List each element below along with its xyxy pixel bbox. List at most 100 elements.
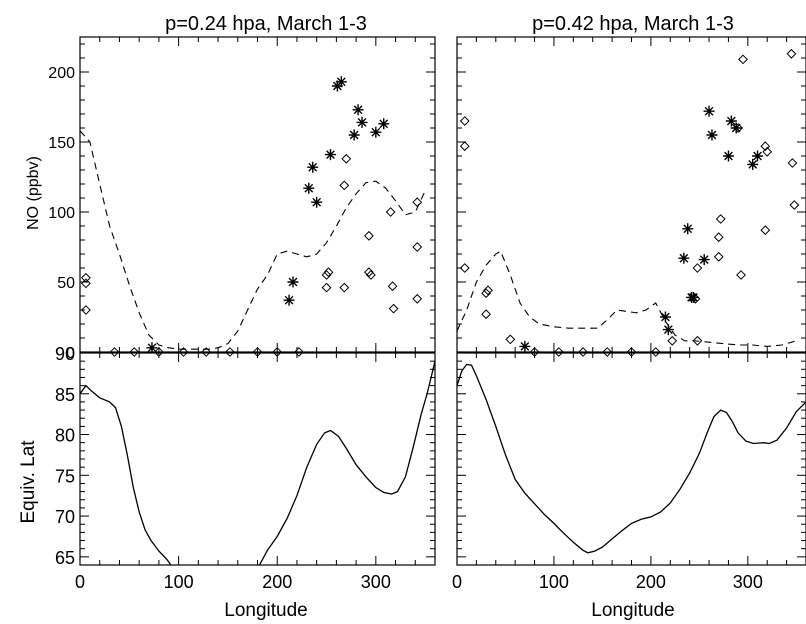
star-point xyxy=(730,122,742,134)
plot-area xyxy=(457,363,806,554)
diamond-point xyxy=(388,303,399,314)
x-tick-label: 200 xyxy=(262,572,292,592)
diamond-point xyxy=(339,180,350,191)
x-tick-label: 200 xyxy=(636,572,666,592)
diamond-point xyxy=(667,335,678,346)
plot-area xyxy=(80,130,426,350)
diamond-point xyxy=(650,347,661,357)
plot-area xyxy=(80,361,435,565)
star-point xyxy=(283,294,295,306)
star-point xyxy=(659,311,671,323)
title-left: p=0.24 hpa, March 1-3 xyxy=(165,13,367,35)
diamond-point xyxy=(713,251,724,262)
ylabel-top: NO (ppbv) xyxy=(25,156,42,230)
diamond-point xyxy=(224,347,235,357)
panel-top-right xyxy=(456,36,806,357)
diamond-point xyxy=(505,334,516,345)
y-tick-label: 100 xyxy=(48,205,75,222)
y-tick-label: 90 xyxy=(55,344,75,364)
diamond-point xyxy=(459,116,470,126)
diamond-point xyxy=(481,288,491,299)
y-tick-label: 150 xyxy=(48,135,75,152)
diamond-point xyxy=(178,347,189,357)
star-point xyxy=(706,129,718,141)
axes-frame xyxy=(456,352,806,566)
diamond-point xyxy=(578,347,588,357)
diamond-point xyxy=(364,230,374,241)
diamond-point xyxy=(81,278,91,289)
diamond-point xyxy=(692,263,703,273)
diamond-point xyxy=(364,267,374,278)
star-point xyxy=(303,182,315,194)
star-point xyxy=(703,105,715,117)
star-point xyxy=(698,254,710,266)
dashed-line-series xyxy=(80,130,426,350)
diamond-point xyxy=(481,309,491,320)
panel-bottom-left: 0 100 200 300 65 70 75 80 85 90 xyxy=(55,344,436,592)
star-point xyxy=(311,196,323,208)
star-point xyxy=(678,252,690,264)
diamond-point xyxy=(412,293,423,304)
x-tick-label: 300 xyxy=(733,572,763,592)
diamond-point xyxy=(412,242,423,252)
solid-line-series xyxy=(457,363,806,554)
diamond-point xyxy=(762,146,773,157)
panel-bottom-right: 0 100 200 300 xyxy=(452,352,806,592)
star-point xyxy=(324,149,336,161)
x-tick-label: 100 xyxy=(539,572,569,592)
x-tick-label: 100 xyxy=(164,572,194,592)
x-tick-label: 0 xyxy=(75,572,85,592)
y-tick-label: 70 xyxy=(55,507,75,527)
diamond-point xyxy=(787,158,798,168)
diamond-point xyxy=(323,267,334,278)
star-point xyxy=(725,115,737,127)
y-tick-label: 200 xyxy=(48,65,75,82)
diamond-point xyxy=(365,270,376,280)
diamond-point xyxy=(81,272,91,283)
diamond-point xyxy=(715,214,726,224)
axes-frame xyxy=(456,36,806,353)
star-point xyxy=(146,342,158,354)
title-right: p=0.42 hpa, March 1-3 xyxy=(532,13,734,35)
star-point xyxy=(356,116,368,128)
xlabel-left: Longitude xyxy=(224,600,307,621)
diamond-point xyxy=(459,263,470,273)
diamond-point xyxy=(341,153,352,164)
axes-frame xyxy=(79,36,436,353)
diamond-point xyxy=(387,281,398,292)
y-tick-label: 65 xyxy=(55,548,75,568)
diamond-point xyxy=(129,347,140,357)
plot-area xyxy=(457,250,797,347)
diamond-point xyxy=(483,285,493,296)
diamond-point xyxy=(321,270,332,280)
diamond-point xyxy=(602,347,613,357)
star-point xyxy=(335,76,347,88)
diamond-point xyxy=(690,293,701,304)
diamond-point xyxy=(760,225,771,236)
diamond-point xyxy=(321,282,332,293)
dashed-line-series xyxy=(457,250,797,347)
star-point xyxy=(752,150,764,162)
diamond-point xyxy=(736,270,746,280)
xlabel-right: Longitude xyxy=(591,600,674,621)
diamond-point xyxy=(339,282,350,293)
diamond-point xyxy=(789,200,800,210)
diamond-point xyxy=(786,48,797,59)
star-point xyxy=(331,80,343,92)
star-point xyxy=(662,324,674,336)
star-point xyxy=(287,276,299,288)
star-point xyxy=(747,158,759,170)
star-point xyxy=(352,104,364,116)
star-point xyxy=(348,129,360,141)
ylabel-bottom: Equiv. Lat xyxy=(18,440,39,524)
diamond-point xyxy=(738,54,748,65)
diamond-point xyxy=(385,207,396,217)
star-point xyxy=(682,223,694,235)
y-tick-label: 0 xyxy=(66,345,75,362)
star-point xyxy=(378,118,390,130)
y-tick-label: 50 xyxy=(57,275,75,292)
diamond-point xyxy=(109,347,120,357)
diamond-point xyxy=(459,141,470,152)
diamond-point xyxy=(692,335,703,346)
